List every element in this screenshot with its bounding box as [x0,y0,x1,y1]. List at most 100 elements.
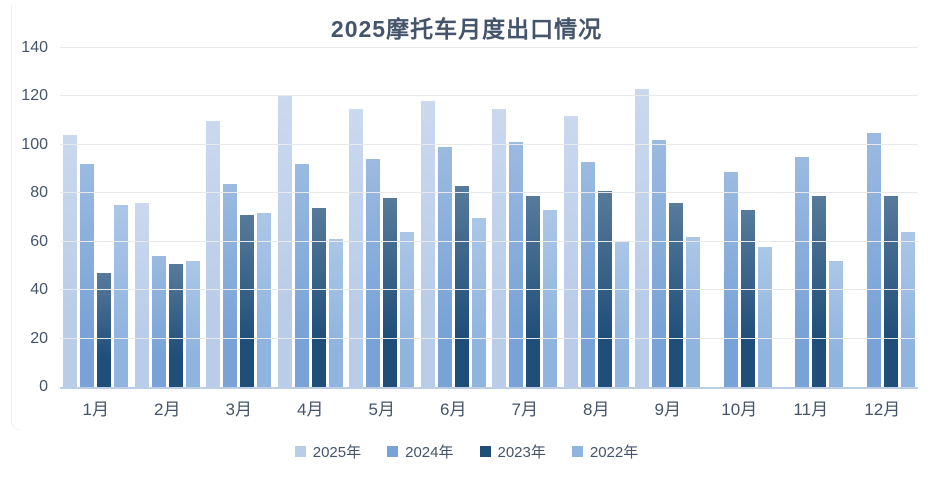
y-axis-tick-80: 80 [30,184,48,202]
bar-2025年-m4 [277,96,292,387]
bar-2024年-m7 [509,142,524,387]
bar-2022年-m6 [471,217,486,387]
bar-2024年-m8 [580,161,595,387]
bar-2023年-m4 [311,207,326,387]
month-group-m2 [132,48,204,387]
window-edge [11,5,22,430]
y-axis-tick-0: 0 [39,378,48,395]
x-axis-label-m9: 9月 [654,400,681,419]
x-axis-label-m10: 10月 [721,400,758,419]
y-axis: 0 20 40 60 80 100 120 140 [6,39,52,395]
bar-2025年-m9 [635,89,650,387]
chart-title: 2025摩托车月度出口情况 [330,16,603,42]
bar-2023年-m7 [526,195,541,387]
x-axis: 1月 2月 3月 4月 5月 6月 7月 8月 9月 10月 11月 12月 [60,395,918,420]
bar-2022年-m2 [185,261,200,387]
legend-label-2025年: 2025年 [312,444,362,461]
legend-label-2022年: 2022年 [589,444,639,461]
bar-2025年-m3 [206,120,221,387]
y-axis-tick-40: 40 [30,281,48,299]
bar-2024年-m10 [723,171,738,387]
bar-2025年-m1 [63,135,78,387]
month-group-m12 [847,48,919,387]
legend-swatch-2025年 [294,446,306,457]
bar-2025年-m6 [420,101,435,387]
bar-2025年-m8 [563,115,578,387]
month-group-m10 [704,48,776,387]
gridline-60 [60,240,918,242]
bar-2024年-m1 [80,164,95,387]
gridline-120 [60,95,918,97]
bar-2025年-m2 [134,202,149,387]
month-group-m3 [203,48,275,387]
legend-item-2024年: 2024年 [387,441,454,462]
x-axis-label-m4: 4月 [297,400,324,419]
bar-2022年-m5 [400,232,415,387]
legend-label-2024年: 2024年 [405,444,454,461]
bar-2024年-m12 [866,132,881,387]
y-axis-tick-60: 60 [30,232,48,250]
bar-2024年-m9 [652,140,667,387]
bar-2022年-m1 [114,205,129,387]
month-group-m9 [632,48,704,387]
x-axis-label-m11: 11月 [793,400,829,419]
bar-2022年-m12 [900,232,915,387]
month-group-m6 [418,48,490,387]
bar-2023年-m1 [97,273,112,387]
bar-2022年-m3 [257,212,272,387]
month-group-m11 [775,48,847,387]
plot-area [60,47,918,389]
bar-2022年-m10 [757,246,772,387]
x-axis-label-m6: 6月 [440,400,467,419]
bar-2025年-m7 [492,108,507,387]
legend-item-2022年: 2022年 [571,441,639,462]
month-group-m8 [561,48,633,387]
legend-item-2025年: 2025年 [294,441,362,462]
bar-2024年-m5 [366,159,381,387]
x-axis-label-m5: 5月 [368,400,395,419]
bar-2023年-m3 [240,215,255,387]
y-axis-tick-100: 100 [21,135,48,153]
y-axis-tick-120: 120 [21,87,48,105]
bar-2025年-m5 [349,108,364,387]
month-group-m4 [275,48,347,387]
legend-item-2023年: 2023年 [479,441,546,462]
legend-swatch-2024年 [387,446,399,457]
x-axis-label-m3: 3月 [225,400,252,419]
legend-swatch-2023年 [479,446,491,457]
x-axis-label-m12: 12月 [864,400,901,419]
bar-2023年-m9 [669,202,684,387]
legend-label-2023年: 2023年 [497,444,546,461]
bar-2023年-m10 [740,210,755,387]
bars-container [60,48,918,387]
bar-2022年-m7 [543,210,558,387]
bar-2023年-m11 [812,195,827,387]
bar-2024年-m3 [223,183,238,387]
gridline-140 [60,47,918,48]
gridline-40 [60,289,918,291]
bar-2023年-m6 [454,186,469,387]
bar-2023年-m2 [168,263,183,387]
gridline-80 [60,192,918,194]
month-group-m1 [60,48,132,387]
gridline-100 [60,143,918,145]
x-axis-label-m1: 1月 [82,400,109,419]
bar-2023年-m5 [383,198,398,387]
bar-2023年-m12 [883,195,898,387]
y-axis-tick-140: 140 [21,39,48,56]
bar-2022年-m4 [328,239,343,387]
bar-2024年-m2 [151,256,166,387]
bar-2024年-m6 [437,147,452,387]
gridline-20 [60,337,918,339]
bar-2022年-m8 [614,241,629,387]
x-axis-label-m2: 2月 [154,400,181,419]
bar-2022年-m11 [829,261,844,387]
legend: 2025年 2024年 2023年 2022年 [0,441,933,462]
bar-2024年-m4 [294,164,309,387]
bar-2024年-m11 [795,156,810,387]
x-axis-label-m8: 8月 [583,400,610,419]
x-axis-label-m7: 7月 [511,400,538,419]
month-group-m7 [489,48,561,387]
legend-swatch-2022年 [571,446,583,457]
bar-2022年-m9 [686,236,701,387]
